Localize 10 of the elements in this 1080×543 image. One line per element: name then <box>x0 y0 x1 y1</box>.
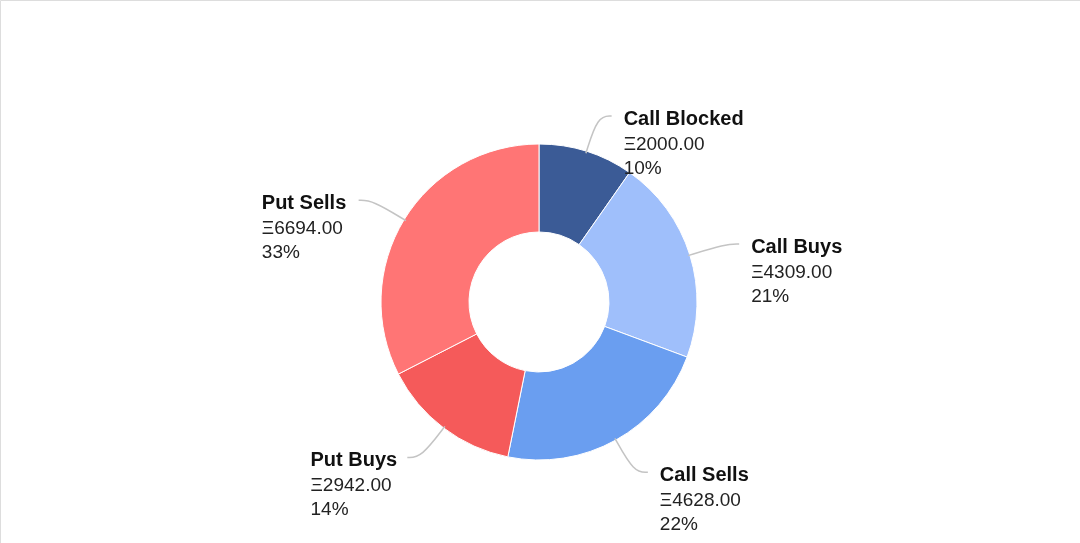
data-label: Ξ2000.00 10% <box>623 132 705 179</box>
slice-label: Put Sells <box>261 191 347 214</box>
slice-label: Put Buys <box>310 448 398 471</box>
slice-label: Call Blocked <box>623 107 744 130</box>
slice-label: Call Buys <box>751 235 843 258</box>
data-label: Ξ2942.00 14% <box>310 473 392 520</box>
data-label: Ξ6694.00 33% <box>261 216 343 263</box>
slice-label: Call Sells <box>659 463 749 486</box>
data-label: Ξ4628.00 22% <box>659 488 741 535</box>
data-label: Ξ4309.00 21% <box>751 260 833 307</box>
